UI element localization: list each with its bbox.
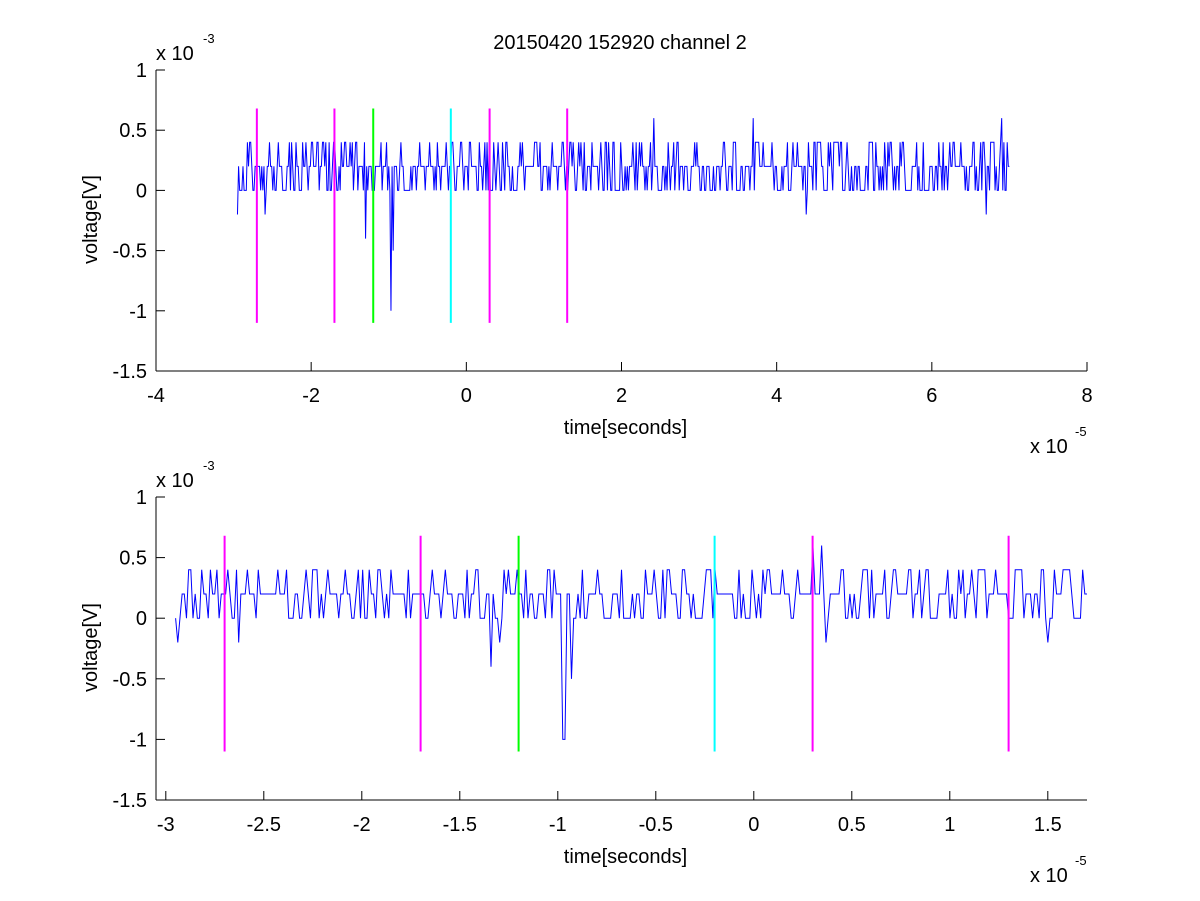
- x-tick-label: -2: [302, 385, 320, 407]
- x-tick-label: 8: [1081, 385, 1092, 407]
- y-tick-label: -0.5: [113, 669, 147, 691]
- y-axis-label: voltage[V]: [80, 603, 102, 692]
- y-tick-label: 1: [136, 60, 147, 82]
- x-tick-label: 0.5: [838, 814, 866, 836]
- y-tick-label: -0.5: [113, 241, 147, 263]
- bottom-subplot: -3 -2.5 -2 -1.5 -1 -0.5 0 0.5 1 1.5 -1.5 -1 -0.5 0 0.5…: [80, 458, 1087, 887]
- x-tick-label: -3: [157, 814, 175, 836]
- x-axis-label: time[seconds]: [564, 417, 687, 439]
- x-tick-label: -2.5: [247, 814, 281, 836]
- x-tick-label: 0: [461, 385, 472, 407]
- y-axis-label: voltage[V]: [80, 175, 102, 264]
- y-exponent-power: -3: [203, 458, 215, 473]
- y-exponent-base: x 10: [156, 43, 194, 65]
- y-tick-label: -1: [129, 301, 147, 323]
- y-tick-label: 0: [136, 608, 147, 630]
- y-tick-label: 0.5: [119, 120, 147, 142]
- x-exponent-base: x 10: [1030, 865, 1068, 887]
- x-tick-label: -2: [353, 814, 371, 836]
- x-exponent-power: -5: [1075, 853, 1087, 868]
- y-tick-label: 0.5: [119, 548, 147, 570]
- x-tick-label: -1: [549, 814, 567, 836]
- x-exponent-base: x 10: [1030, 436, 1068, 458]
- x-tick-label: -4: [147, 385, 165, 407]
- y-exponent-power: -3: [203, 31, 215, 46]
- x-tick-label: 1.5: [1034, 814, 1062, 836]
- y-tick-label: 1: [136, 487, 147, 509]
- signal-trace: [175, 545, 1087, 740]
- x-tick-label: 1: [944, 814, 955, 836]
- x-tick-label: -0.5: [639, 814, 673, 836]
- x-tick-label: -1.5: [443, 814, 477, 836]
- top-subplot: -4 -2 0 2 4 6 8 -1.5 -1 -0.5 0 0.5 1 time[seconds] vol…: [80, 31, 1093, 458]
- x-tick-label: 0: [748, 814, 759, 836]
- x-tick-label: 6: [926, 385, 937, 407]
- x-exponent-power: -5: [1075, 424, 1087, 439]
- signal-trace: [236, 118, 1010, 311]
- y-tick-label: -1.5: [113, 790, 147, 812]
- x-tick-label: 2: [616, 385, 627, 407]
- x-axis-label: time[seconds]: [564, 846, 687, 868]
- figure-title: 20150420 152920 channel 2: [493, 32, 747, 54]
- x-tick-label: 4: [771, 385, 782, 407]
- y-tick-label: -1: [129, 729, 147, 751]
- y-tick-label: -1.5: [113, 361, 147, 383]
- y-exponent-base: x 10: [156, 470, 194, 492]
- y-tick-label: 0: [136, 180, 147, 202]
